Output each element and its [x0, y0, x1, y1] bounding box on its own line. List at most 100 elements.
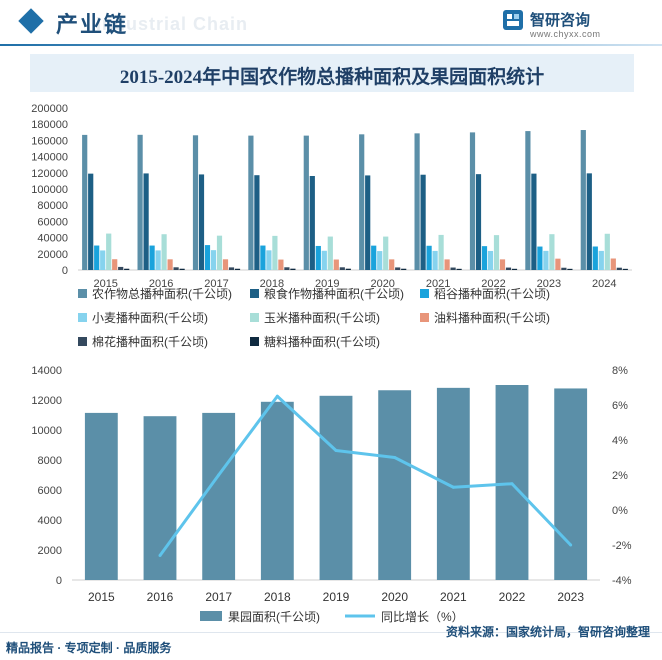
legend-label: 稻谷播种面积(千公顷)	[434, 287, 550, 301]
legend-label-line: 同比增长（%）	[381, 610, 464, 624]
legend-label: 小麦播种面积(千公顷)	[92, 311, 208, 325]
diamond-icon	[18, 8, 44, 34]
x-tick-label: 2021	[426, 278, 450, 290]
y2-tick-label: 0%	[612, 505, 628, 517]
x-tick-label: 2018	[260, 278, 284, 290]
section-title: 产业链	[56, 12, 129, 37]
bar-3	[598, 250, 604, 270]
y-tick-label: 0	[62, 265, 68, 277]
y-tick-label: 120000	[31, 168, 68, 180]
chart-title: 2015-2024年中国农作物总播种面积及果园面积统计	[119, 67, 545, 88]
footer: 精品报告 · 专项定制 · 品质服务 资料来源：国家统计局，智研咨询整理	[0, 625, 662, 660]
bar-0	[192, 135, 199, 270]
bar-0	[469, 132, 476, 270]
x-tick-label: 2023	[557, 590, 584, 604]
x-tick-label: 2017	[204, 278, 228, 290]
brand-name: 智研咨询	[530, 12, 591, 29]
y-tick-label: 200000	[31, 103, 68, 115]
y-tick-label: 80000	[37, 200, 68, 212]
header-divider	[0, 44, 662, 46]
y-tick-label: 12000	[31, 395, 62, 407]
bar-3	[266, 250, 272, 270]
bar-0	[580, 130, 586, 270]
bar-0	[303, 135, 309, 270]
bar-0	[137, 134, 143, 270]
bar-0	[359, 134, 365, 270]
brand[interactable]: 智研咨询 www.chyxx.com	[502, 9, 652, 41]
legend-label: 棉花播种面积(千公顷)	[92, 334, 208, 349]
bar-1	[88, 173, 94, 270]
bar-4	[327, 236, 333, 270]
bar-6	[616, 267, 622, 270]
y-tick-label: 4000	[38, 515, 62, 527]
bar-2	[371, 245, 377, 270]
bar-7	[511, 268, 518, 270]
bar-5	[444, 259, 450, 270]
bar-2	[204, 245, 211, 270]
legend-swatch	[78, 313, 87, 322]
bar-7	[622, 268, 628, 270]
bar-3	[155, 250, 161, 270]
bar-3	[543, 250, 549, 270]
bar-7	[179, 268, 185, 270]
x-tick-label: 2019	[315, 278, 339, 290]
bar-0	[248, 135, 254, 270]
y-tick-label: 60000	[37, 216, 68, 228]
bar-1	[198, 174, 205, 270]
bar-3	[432, 250, 438, 270]
x-tick-label: 2021	[440, 590, 467, 604]
orchard-bar	[554, 388, 588, 580]
bar-7	[234, 268, 241, 270]
legend-label: 油料播种面积(千公顷)	[434, 311, 550, 325]
bar-4	[106, 233, 112, 270]
bar-4	[216, 235, 223, 270]
x-tick-label: 2015	[88, 590, 115, 604]
bar-0	[525, 131, 531, 270]
growth-point	[334, 449, 338, 452]
bar-6	[339, 267, 345, 270]
y-tick-label: 180000	[31, 119, 68, 131]
bar-3	[321, 250, 327, 270]
bar-4	[383, 236, 389, 270]
x-tick-label: 2022	[481, 278, 505, 290]
x-tick-label: 2017	[205, 590, 232, 604]
bar-2	[537, 246, 543, 270]
y2-tick-label: 6%	[612, 400, 628, 412]
bar-7	[456, 268, 462, 270]
bar-1	[475, 174, 482, 270]
legend-label-bar: 果园面积(千公顷)	[228, 610, 320, 624]
title-band: 2015-2024年中国农作物总播种面积及果园面积统计	[30, 54, 634, 92]
bar-7	[290, 268, 296, 270]
bar-4	[272, 235, 278, 270]
bar-1	[254, 175, 260, 270]
bar-4	[549, 234, 555, 270]
bar-0	[82, 134, 88, 270]
header-bar: Industrial Chain 产业链 智研咨询 www.chyxx.com	[0, 0, 662, 44]
x-tick-label: 2016	[147, 590, 174, 604]
x-tick-label: 2020	[381, 590, 408, 604]
x-tick-label: 2015	[93, 278, 117, 290]
growth-point	[569, 543, 573, 547]
bar-7	[124, 268, 130, 270]
bar-6	[284, 267, 290, 270]
bar-5	[389, 259, 395, 270]
bar-6	[118, 266, 124, 270]
x-tick-label: 2022	[499, 590, 526, 604]
legend-swatch	[78, 337, 87, 346]
orchard-bar	[319, 395, 353, 580]
bar-1	[420, 174, 426, 270]
x-tick-label: 2023	[537, 278, 561, 290]
bar-6	[561, 267, 567, 270]
bar-2	[315, 245, 321, 270]
crop-area-chart: 0 20000 40000 60000 80000 100000 120000 140000 1…	[31, 103, 632, 349]
orchard-bar	[143, 416, 177, 580]
bar-2	[426, 245, 432, 270]
bar-2	[149, 245, 155, 270]
bar-2	[481, 246, 488, 270]
y2-tick-label: -4%	[612, 575, 632, 587]
bar-5	[222, 259, 229, 270]
bar-5	[499, 259, 506, 270]
bar-4	[438, 234, 444, 270]
growth-line	[158, 394, 572, 557]
brand-url: www.chyxx.com	[530, 29, 601, 39]
